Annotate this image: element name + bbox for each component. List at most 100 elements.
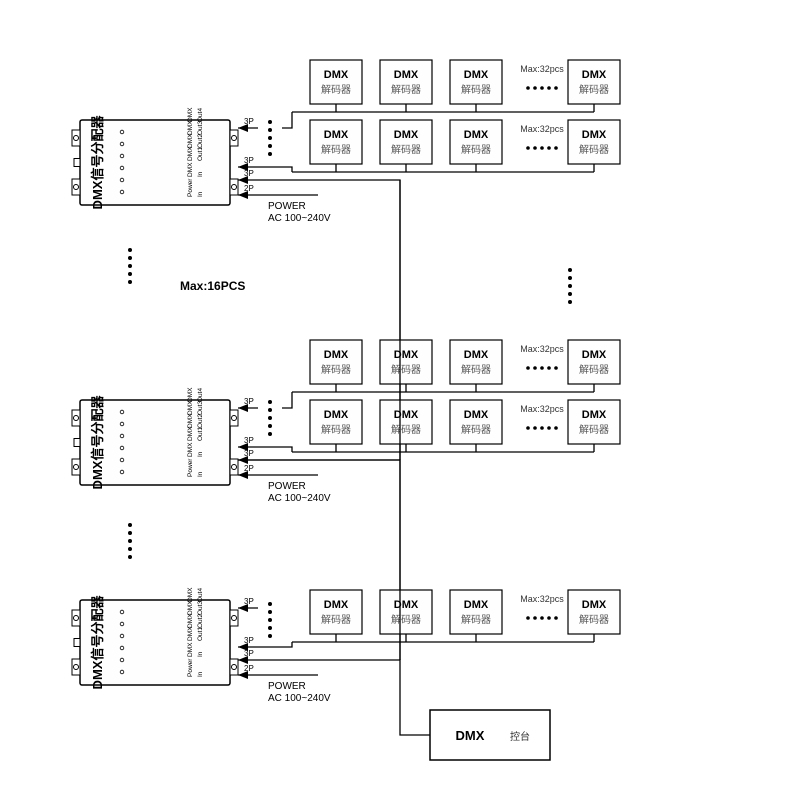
svg-text:AC 100~240V: AC 100~240V (268, 493, 331, 504)
svg-text:Power: Power (187, 658, 194, 677)
svg-text:DMX: DMX (582, 69, 607, 81)
decoder-box: DMX 解码器 (380, 400, 432, 444)
svg-text:DMX: DMX (464, 599, 489, 611)
svg-text:解码器: 解码器 (579, 143, 609, 156)
svg-text:DMX: DMX (324, 349, 349, 361)
decoder-row: DMX解码器DMX解码器DMX解码器Max:32pcsDMX解码器 (292, 590, 620, 642)
svg-text:AC 100~240V: AC 100~240V (268, 213, 331, 224)
svg-text:In: In (197, 451, 204, 457)
decoder-box: DMX解码器 (450, 120, 502, 164)
decoder-box: DMX解码器 (310, 400, 362, 444)
svg-text:DMX: DMX (394, 599, 419, 611)
svg-text:解码器: 解码器 (579, 423, 609, 436)
svg-text:3P: 3P (244, 449, 254, 458)
svg-text:POWER: POWER (268, 201, 306, 212)
svg-text:2P: 2P (244, 664, 254, 673)
svg-text:解码器: 解码器 (321, 363, 351, 376)
svg-text:DMX: DMX (394, 69, 419, 81)
decoder-box: DMX 解码器 (380, 60, 432, 104)
svg-text:Max:32pcs: Max:32pcs (520, 124, 564, 134)
svg-text:解码器: 解码器 (321, 143, 351, 156)
decoder-box: DMX 解码器 (450, 340, 502, 384)
decoder-box: DMX 解码器 (568, 400, 620, 444)
svg-text:解码器: 解码器 (579, 613, 609, 626)
svg-text:3P: 3P (244, 117, 254, 126)
svg-text:In: In (197, 191, 204, 197)
svg-text:DMX: DMX (464, 349, 489, 361)
decoder-box: DMX解码器 (310, 60, 362, 104)
svg-text:DMX: DMX (324, 129, 349, 141)
decoder-box: DMX 解码器 (568, 60, 620, 104)
decoder-box: DMX解码器 (450, 400, 502, 444)
decoder-row: DMX解码器DMX解码器DMX解码器Max:32pcsDMX解码器 (292, 120, 620, 172)
svg-text:DMX信号分配器: DMX信号分配器 (90, 395, 105, 490)
dmx-controller: DMX 控台 (430, 710, 550, 760)
svg-text:解码器: 解码器 (391, 613, 421, 626)
svg-text:解码器: 解码器 (461, 423, 491, 436)
svg-text:Max:32pcs: Max:32pcs (520, 404, 564, 414)
svg-text:解码器: 解码器 (579, 363, 609, 376)
svg-text:3P: 3P (244, 636, 254, 645)
svg-text:DMX: DMX (582, 349, 607, 361)
svg-text:In: In (197, 651, 204, 657)
svg-text:DMX信号分配器: DMX信号分配器 (90, 595, 105, 690)
svg-text:解码器: 解码器 (579, 83, 609, 96)
svg-text:Out4: Out4 (197, 388, 204, 402)
svg-text:DMX信号分配器: DMX信号分配器 (90, 115, 105, 210)
svg-text:DMX: DMX (394, 129, 419, 141)
svg-text:解码器: 解码器 (461, 143, 491, 156)
dmx-splitter: DMX信号分配器PowerInDMXInDMXOut1DMXOut2DMXOut… (72, 107, 238, 210)
decoder-box: DMX 解码器 (450, 590, 502, 634)
svg-text:DMX: DMX (394, 349, 419, 361)
svg-text:DMX: DMX (324, 409, 349, 421)
svg-text:DMX: DMX (582, 599, 607, 611)
svg-text:POWER: POWER (268, 481, 306, 492)
svg-text:In: In (197, 471, 204, 477)
svg-text:解码器: 解码器 (391, 143, 421, 156)
svg-text:解码器: 解码器 (391, 423, 421, 436)
svg-text:DMX: DMX (187, 387, 194, 402)
svg-text:DMX: DMX (187, 587, 194, 602)
svg-text:Out4: Out4 (197, 588, 204, 602)
svg-text:控台: 控台 (510, 730, 530, 743)
svg-text:AC 100~240V: AC 100~240V (268, 693, 331, 704)
svg-text:DMX: DMX (582, 129, 607, 141)
svg-text:解码器: 解码器 (461, 613, 491, 626)
svg-text:Power: Power (187, 178, 194, 197)
svg-text:POWER: POWER (268, 681, 306, 692)
svg-text:DMX: DMX (456, 728, 485, 743)
svg-text:3P: 3P (244, 649, 254, 658)
svg-text:Max:32pcs: Max:32pcs (520, 64, 564, 74)
wiring-diagram: DMX信号分配器PowerInDMXInDMXOut1DMXOut2DMXOut… (0, 0, 800, 800)
svg-text:3P: 3P (244, 397, 254, 406)
decoder-row: DMX解码器DMX解码器DMX解码器Max:32pcsDMX解码器 (292, 60, 620, 112)
decoder-box: DMX 解码器 (568, 120, 620, 164)
decoder-box: DMX 解码器 (568, 340, 620, 384)
dmx-splitter: DMX信号分配器PowerInDMXInDMXOut1DMXOut2DMXOut… (72, 587, 238, 690)
dmx-splitter: DMX信号分配器PowerInDMXInDMXOut1DMXOut2DMXOut… (72, 387, 238, 490)
decoder-box: DMX解码器 (380, 340, 432, 384)
svg-text:Out4: Out4 (197, 108, 204, 122)
svg-text:解码器: 解码器 (321, 83, 351, 96)
svg-text:DMX: DMX (394, 409, 419, 421)
svg-text:DMX: DMX (582, 409, 607, 421)
decoder-box: DMX 解码器 (310, 120, 362, 164)
svg-text:Max:32pcs: Max:32pcs (520, 344, 564, 354)
svg-text:3P: 3P (244, 597, 254, 606)
svg-text:Max:32pcs: Max:32pcs (520, 594, 564, 604)
svg-text:In: In (197, 171, 204, 177)
svg-text:解码器: 解码器 (321, 613, 351, 626)
decoder-box: DMX 解码器 (380, 120, 432, 164)
svg-text:DMX: DMX (187, 107, 194, 122)
decoder-box: DMX 解码器 (568, 590, 620, 634)
svg-text:2P: 2P (244, 464, 254, 473)
svg-text:In: In (197, 671, 204, 677)
svg-text:解码器: 解码器 (391, 83, 421, 96)
svg-text:DMX: DMX (187, 442, 194, 457)
svg-text:DMX: DMX (187, 162, 194, 177)
svg-text:DMX: DMX (187, 642, 194, 657)
svg-text:Power: Power (187, 458, 194, 477)
svg-text:解码器: 解码器 (461, 363, 491, 376)
svg-text:解码器: 解码器 (461, 83, 491, 96)
svg-text:3P: 3P (244, 156, 254, 165)
